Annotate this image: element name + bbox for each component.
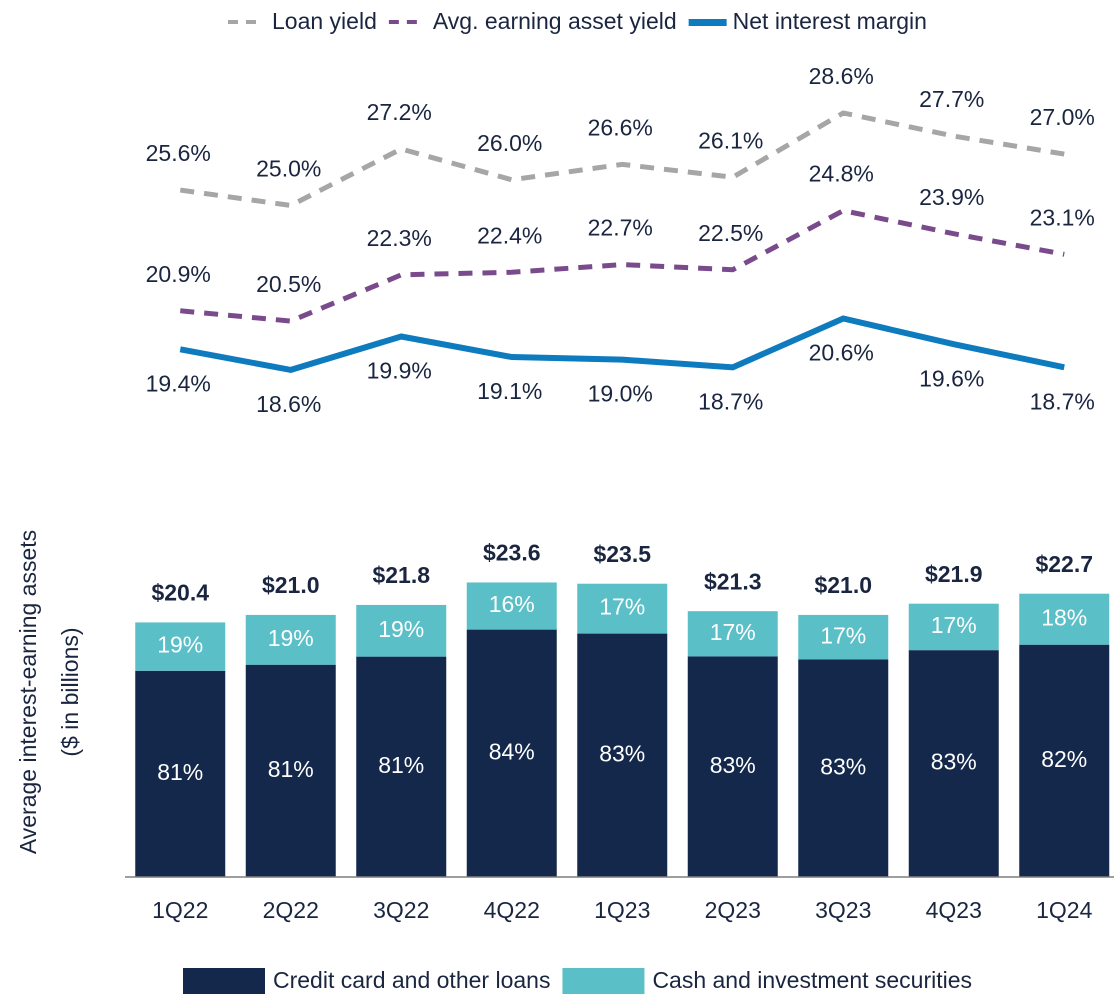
data-label: 25.0% [256, 156, 321, 182]
total-label: $21.0 [262, 572, 320, 598]
data-label: 23.9% [919, 184, 984, 210]
line [179, 315, 1065, 373]
bar-segment [577, 633, 668, 877]
data-label: 23.1% [1030, 204, 1095, 230]
legend-label: Net interest margin [733, 8, 927, 34]
x-tick-label: 1Q24 [1036, 897, 1092, 923]
segment-label: 17% [820, 622, 866, 648]
legend-label: Credit card and other loans [273, 967, 550, 993]
bar-segment [908, 650, 999, 877]
bar-segment [135, 670, 226, 877]
bar-segment [687, 656, 778, 877]
data-label: 24.8% [809, 161, 874, 187]
total-label: $22.7 [1035, 551, 1093, 577]
data-label: 20.9% [146, 261, 211, 287]
total-label: $23.6 [483, 540, 541, 566]
data-label: 22.4% [477, 222, 542, 248]
line [179, 110, 1065, 209]
data-label: 22.3% [367, 225, 432, 251]
legend-label: Cash and investment securities [652, 967, 972, 993]
data-label: 18.6% [256, 391, 321, 417]
segment-label: 82% [1041, 746, 1087, 772]
bar-segment [1019, 593, 1110, 645]
data-label: 22.7% [588, 215, 653, 241]
legend-label: Loan yield [272, 8, 377, 34]
data-label: 26.1% [698, 127, 763, 153]
segment-label: 17% [599, 594, 645, 620]
bar-segment [908, 603, 999, 651]
x-tick-label: 1Q22 [152, 897, 208, 923]
y-axis-label: Average interest-earning assets [15, 530, 41, 854]
x-tick-label: 3Q23 [815, 897, 871, 923]
data-label: 27.7% [919, 86, 984, 112]
data-label: 19.1% [477, 378, 542, 404]
total-label: $21.8 [372, 562, 430, 588]
bar-segment [1019, 644, 1110, 877]
data-label: 25.6% [146, 140, 211, 166]
bar-segment [577, 583, 668, 634]
bar-segment [245, 614, 336, 665]
bar-segment [798, 659, 889, 877]
data-label: 18.7% [1030, 388, 1095, 414]
segment-label: 81% [378, 752, 424, 778]
data-label: 22.5% [698, 220, 763, 246]
segment-label: 17% [710, 619, 756, 645]
bar-segment [135, 622, 226, 671]
data-label: 26.6% [588, 114, 653, 140]
bar-segment [356, 656, 447, 877]
data-label: 20.5% [256, 271, 321, 297]
segment-label: 19% [268, 625, 314, 651]
segment-label: 83% [710, 752, 756, 778]
legend-label: Avg. earning asset yield [433, 8, 677, 34]
legend-swatch [562, 968, 645, 994]
data-label: 19.4% [146, 370, 211, 396]
segment-label: 83% [599, 740, 645, 766]
segment-label: 16% [489, 591, 535, 617]
segment-label: 17% [931, 612, 977, 638]
segment-label: 19% [157, 632, 203, 658]
x-tick-label: 2Q22 [263, 897, 319, 923]
segment-label: 83% [820, 753, 866, 779]
data-label: 26.0% [477, 130, 542, 156]
bar-segment [687, 611, 778, 657]
segment-label: 83% [931, 749, 977, 775]
legend-swatch [688, 19, 727, 26]
x-tick-label: 3Q22 [373, 897, 429, 923]
total-label: $20.4 [151, 579, 209, 605]
bar-segment [245, 664, 336, 877]
x-tick-label: 4Q23 [926, 897, 982, 923]
data-label: 20.6% [809, 340, 874, 366]
y-axis-label: ($ in billions) [57, 627, 83, 756]
segment-label: 81% [157, 759, 203, 785]
legend-swatch [183, 968, 265, 994]
data-label: 19.6% [919, 365, 984, 391]
total-label: $21.3 [704, 568, 762, 594]
data-label: 28.6% [809, 63, 874, 89]
bar-segment [466, 629, 557, 877]
data-label: 27.2% [367, 99, 432, 125]
bar-segment [798, 614, 889, 660]
x-tick-label: 4Q22 [484, 897, 540, 923]
x-tick-label: 2Q23 [705, 897, 761, 923]
segment-label: 19% [378, 616, 424, 642]
total-label: $21.9 [925, 561, 983, 587]
data-label: 19.0% [588, 381, 653, 407]
line [180, 207, 1065, 324]
segment-label: 18% [1041, 604, 1087, 630]
data-label: 19.9% [367, 358, 432, 384]
data-label: 18.7% [698, 388, 763, 414]
segment-label: 81% [268, 756, 314, 782]
total-label: $23.5 [593, 541, 651, 567]
total-label: $21.0 [814, 572, 872, 598]
data-label: 27.0% [1030, 104, 1095, 130]
bar-segment [466, 582, 557, 630]
bar-segment [356, 604, 447, 657]
segment-label: 84% [489, 738, 535, 764]
x-tick-label: 1Q23 [594, 897, 650, 923]
